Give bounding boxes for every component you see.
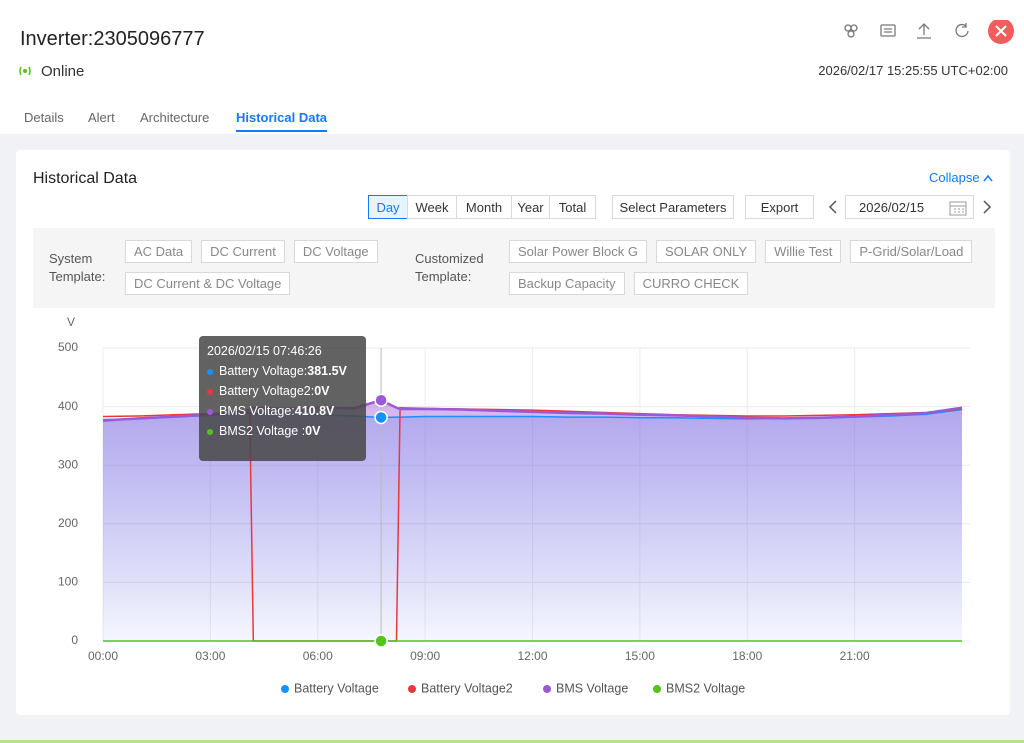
tooltip-label: BMS Voltage:	[219, 404, 295, 418]
tooltip-value: 0V	[305, 424, 321, 438]
y-tick-label: 300	[58, 457, 78, 471]
tooltip-label: Battery Voltage2:	[219, 384, 315, 398]
tooltip-dot	[207, 408, 213, 415]
legend-dot	[408, 685, 416, 693]
template-chip[interactable]: P-Grid/Solar/Load	[850, 240, 973, 263]
x-tick-label: 06:00	[303, 649, 333, 663]
tooltip-row: BMS2 Voltage :0V	[207, 424, 358, 438]
next-date[interactable]	[982, 199, 992, 215]
x-tick-label: 21:00	[840, 649, 870, 663]
legend-label: BMS Voltage	[556, 681, 628, 695]
collapse-text[interactable]: Collapse	[929, 170, 980, 185]
legend-dot	[543, 685, 551, 693]
period-button[interactable]: Day	[368, 195, 408, 219]
period-button[interactable]: Total	[549, 195, 596, 219]
x-tick-label: 09:00	[410, 649, 440, 663]
topology-icon[interactable]	[844, 24, 858, 38]
export-button[interactable]: Export	[745, 195, 814, 219]
period-button[interactable]: Year	[511, 195, 550, 219]
select-parameters-button[interactable]: Select Parameters	[612, 195, 734, 219]
template-chip[interactable]: AC Data	[125, 240, 193, 263]
tab[interactable]: Architecture	[140, 110, 210, 125]
x-tick-label: 15:00	[625, 649, 655, 663]
y-tick-label: 200	[58, 516, 78, 530]
tooltip: 2026/02/15 07:46:26 Battery Voltage:381.5…	[199, 336, 366, 461]
y-tick-label: 400	[58, 399, 78, 413]
collapse-link[interactable]: Collapse	[929, 170, 993, 185]
status: Online	[41, 63, 85, 80]
template-chip[interactable]: Solar Power Block G	[509, 240, 647, 263]
legend-label: BMS2 Voltage	[666, 681, 745, 695]
tooltip-label: Battery Voltage:	[219, 364, 308, 378]
tooltip-row: BMS Voltage:410.8V	[207, 404, 358, 418]
tooltip-value: 0V	[314, 384, 330, 398]
tooltip-dot	[207, 368, 213, 375]
x-tick-label: 03:00	[195, 649, 225, 663]
calendar-icon	[949, 201, 967, 216]
timestamp: 2026/02/17 15:25:55 UTC+02:00	[818, 63, 1008, 78]
y-tick-label: 500	[58, 340, 78, 354]
signal-icon	[19, 66, 31, 76]
bottom-strip	[0, 740, 1024, 743]
toolbar	[844, 20, 1014, 44]
close-button[interactable]	[988, 20, 1014, 44]
template-chip[interactable]: DC Current	[201, 240, 285, 263]
template-chip[interactable]: SOLAR ONLY	[655, 240, 757, 263]
y-tick-label: 100	[58, 575, 78, 589]
tooltip-value: 410.8V	[294, 404, 335, 418]
tooltip-title: 2026/02/15 07:46:26	[207, 344, 322, 358]
refresh-icon[interactable]	[955, 23, 969, 38]
chart: V 0 100 200 300 400 500 00:00 03:00 06:00 09:00 12…	[58, 315, 970, 695]
hover-point	[374, 410, 388, 425]
date-picker[interactable]: 2026/02/15	[845, 195, 974, 219]
template-chip[interactable]: DC Voltage	[293, 240, 378, 263]
x-tick-label: 00:00	[88, 649, 118, 663]
tooltip-row: Battery Voltage2:0V	[207, 384, 358, 398]
tooltip-value: 381.5V	[307, 364, 347, 378]
legend-dot	[653, 685, 661, 693]
tab[interactable]: Alert	[88, 110, 115, 125]
prev-date[interactable]	[828, 199, 838, 215]
system-templates: AC Data DC Current DC Voltage DC Current & …	[125, 240, 390, 295]
header: Inverter:2305096777 Online 2026/02/17 15…	[0, 0, 1024, 134]
customized-template-label: Customized Template:	[415, 251, 484, 284]
tooltip-dot	[207, 388, 213, 395]
tooltip-row: Battery Voltage:381.5V	[207, 364, 358, 378]
tooltip-dot	[207, 428, 213, 435]
template-chip[interactable]: CURRO CHECK	[633, 272, 749, 295]
card-title: Historical Data	[33, 170, 138, 187]
period-button[interactable]: Week	[407, 195, 457, 219]
date-value: 2026/02/15	[859, 200, 925, 215]
system-template-label: System Template:	[49, 251, 106, 284]
legend-label: Battery Voltage	[294, 681, 379, 695]
hover-point	[374, 393, 388, 408]
collapse-icon	[983, 174, 993, 182]
legend-label: Battery Voltage2	[421, 681, 513, 695]
y-axis-unit: V	[67, 315, 75, 329]
customized-templates: Solar Power Block G SOLAR ONLY Willie Test…	[509, 240, 979, 295]
device-title: Inverter:2305096777	[20, 28, 205, 50]
settings-icon[interactable]	[880, 24, 896, 37]
template-chip[interactable]: DC Current & DC Voltage	[125, 272, 291, 295]
period-button[interactable]: Month	[456, 195, 512, 219]
x-tick-label: 12:00	[517, 649, 547, 663]
hover-point	[374, 634, 388, 648]
template-chip[interactable]: Backup Capacity	[509, 272, 625, 295]
tooltip-label: BMS2 Voltage :	[219, 424, 306, 438]
x-tick-label: 18:00	[732, 649, 762, 663]
template-chip[interactable]: Willie Test	[765, 240, 842, 263]
legend-dot	[281, 685, 289, 693]
upload-icon[interactable]	[917, 23, 931, 39]
tab[interactable]: Details	[24, 110, 64, 125]
y-tick-label: 0	[71, 633, 78, 647]
template-panel: System Template: Customized Template: AC…	[33, 228, 995, 308]
tab[interactable]: Historical Data	[236, 110, 328, 132]
